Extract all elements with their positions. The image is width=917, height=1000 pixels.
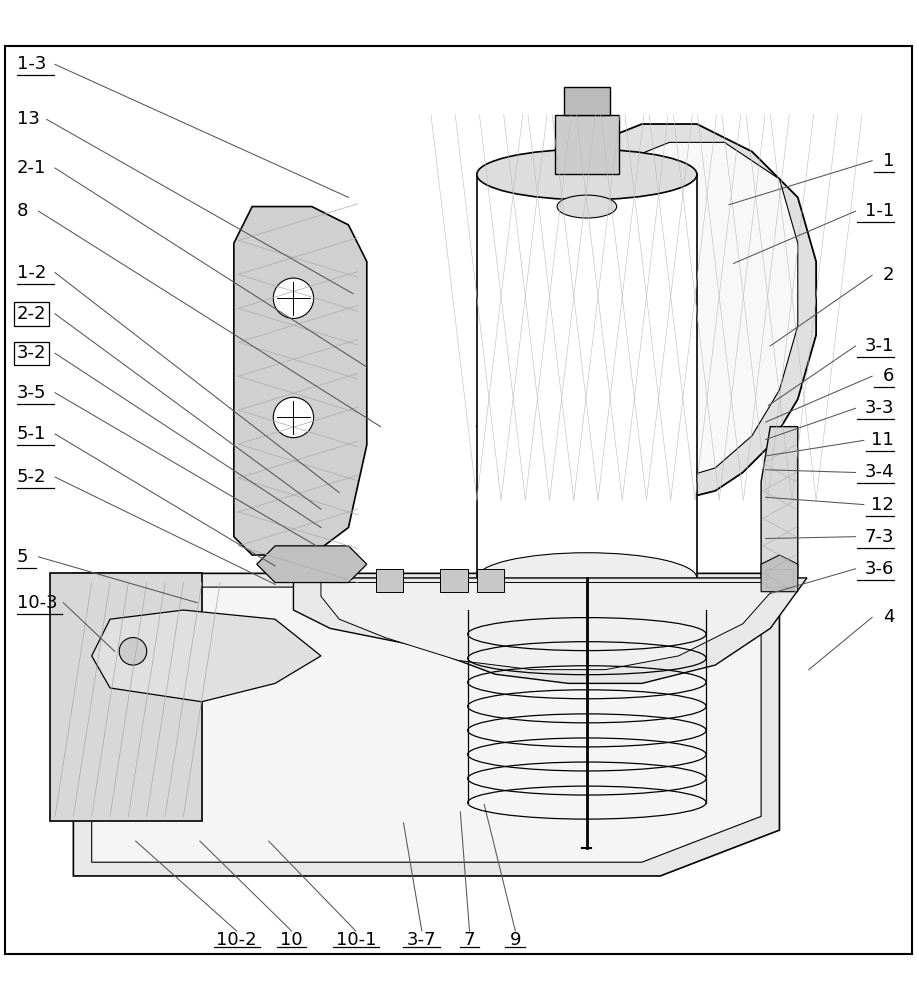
Ellipse shape (477, 149, 697, 200)
Bar (555, 115, 619, 174)
Text: 2-2: 2-2 (17, 305, 46, 323)
Text: 1-3: 1-3 (17, 55, 46, 73)
Text: 3-5: 3-5 (17, 384, 46, 402)
Text: 10-2: 10-2 (216, 931, 257, 949)
Bar (477, 174, 697, 578)
Polygon shape (477, 124, 816, 500)
Polygon shape (73, 573, 779, 876)
Polygon shape (761, 555, 798, 592)
Text: 11: 11 (871, 431, 894, 449)
Text: 7-3: 7-3 (865, 528, 894, 546)
Text: 3-3: 3-3 (865, 399, 894, 417)
Bar (376, 569, 403, 592)
Polygon shape (257, 546, 367, 583)
Text: 3-7: 3-7 (407, 931, 436, 949)
Text: 1-1: 1-1 (865, 202, 894, 220)
Text: 13: 13 (17, 110, 39, 128)
Text: 5-2: 5-2 (17, 468, 46, 486)
Text: 10-1: 10-1 (336, 931, 376, 949)
Polygon shape (293, 578, 807, 683)
Polygon shape (321, 583, 779, 670)
Polygon shape (234, 207, 367, 555)
Polygon shape (761, 427, 798, 578)
Circle shape (273, 397, 314, 438)
Bar (440, 569, 468, 592)
Text: 6: 6 (883, 367, 894, 385)
Text: 5: 5 (17, 548, 28, 566)
Text: 2: 2 (882, 266, 894, 284)
Text: 2-1: 2-1 (17, 159, 46, 177)
Polygon shape (50, 573, 202, 821)
Ellipse shape (558, 195, 616, 218)
Text: 1-2: 1-2 (17, 264, 46, 282)
Text: 3-2: 3-2 (17, 344, 46, 362)
Text: 3-6: 3-6 (865, 560, 894, 578)
Ellipse shape (477, 553, 697, 603)
Text: 4: 4 (882, 608, 894, 626)
Polygon shape (92, 610, 321, 702)
Bar (564, 87, 610, 115)
Text: 5-1: 5-1 (17, 425, 46, 443)
Bar (477, 569, 504, 592)
Circle shape (119, 638, 147, 665)
Text: 8: 8 (17, 202, 28, 220)
Text: 7: 7 (464, 931, 475, 949)
Text: 9: 9 (510, 931, 521, 949)
Text: 3-4: 3-4 (865, 463, 894, 481)
Text: 1: 1 (883, 152, 894, 170)
Text: 10: 10 (281, 931, 303, 949)
Polygon shape (92, 587, 761, 862)
Polygon shape (495, 142, 798, 482)
Text: 12: 12 (871, 496, 894, 514)
Circle shape (273, 278, 314, 318)
Text: 3-1: 3-1 (865, 337, 894, 355)
Text: 10-3: 10-3 (17, 594, 57, 612)
